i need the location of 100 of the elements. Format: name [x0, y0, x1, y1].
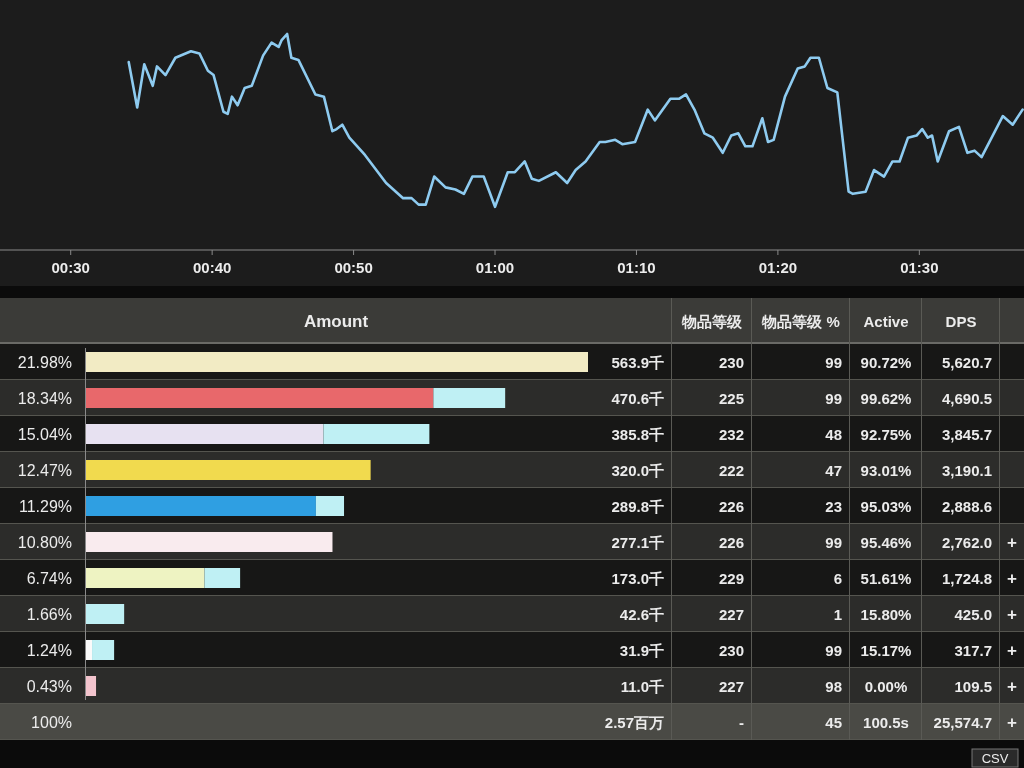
text: + [1007, 641, 1018, 660]
bar [86, 496, 316, 516]
text: 425.0 [954, 606, 992, 623]
x-tick-label: 00:40 [192, 259, 232, 276]
text: 2,762.0 [941, 534, 992, 551]
text: 21.98% [17, 354, 72, 371]
x-tick-label: 00:50 [334, 259, 373, 276]
bar [86, 532, 333, 552]
text: 1.66% [26, 606, 72, 623]
text: 4,690.5 [941, 390, 992, 407]
text: 51.61% [860, 570, 912, 587]
text: 3,845.7 [941, 426, 992, 443]
text: + [1007, 569, 1018, 588]
text: 230 [718, 642, 744, 659]
text: 23 [825, 498, 842, 515]
text: 385.8千 [611, 426, 664, 443]
bar [86, 640, 93, 660]
bar [86, 460, 371, 480]
text: - [739, 714, 744, 731]
bar [86, 604, 125, 624]
text: 230 [718, 354, 744, 371]
x-tick-label: 01:10 [617, 259, 656, 276]
text: 277.1千 [611, 534, 664, 551]
text: 92.75% [860, 426, 912, 443]
text: 6 [833, 570, 842, 587]
text: 99.62% [860, 390, 912, 407]
bar [92, 640, 115, 660]
text: 25,574.7 [933, 714, 992, 731]
text: 47 [825, 462, 842, 479]
text: 226 [718, 498, 744, 515]
text: 45 [825, 714, 842, 731]
text: 95.03% [860, 498, 912, 515]
bar [86, 352, 588, 372]
text: 317.7 [954, 642, 992, 659]
chart-title: Amount [303, 312, 369, 331]
text: 1.24% [26, 642, 72, 659]
category-label: DPS [945, 313, 977, 330]
text: 0.43% [26, 678, 72, 695]
bar [86, 424, 324, 444]
text: 1,724.8 [941, 570, 992, 587]
text: 100.5s [863, 714, 909, 731]
category-label: 物品等级 [681, 313, 743, 330]
text: 6.74% [26, 570, 72, 587]
text: 31.9千 [619, 642, 664, 659]
text: 563.9千 [611, 354, 664, 371]
text: + [1007, 677, 1018, 696]
text: 470.6千 [611, 390, 664, 407]
text: 90.72% [860, 354, 912, 371]
text: 227 [718, 606, 744, 623]
x-tick-label: 01:20 [758, 259, 798, 276]
bar [86, 568, 205, 588]
text: + [1007, 533, 1018, 552]
bar [86, 676, 97, 696]
text: 100% [31, 714, 72, 731]
text: 289.8千 [611, 498, 664, 515]
text: 95.46% [860, 534, 912, 551]
text: 99 [825, 642, 842, 659]
text: 93.01% [860, 462, 912, 479]
text: 5,620.7 [941, 354, 992, 371]
text: 3,190.1 [941, 462, 992, 479]
text: 226 [718, 534, 744, 551]
text: 42.6千 [619, 606, 664, 623]
bar [433, 388, 506, 408]
text: 225 [718, 390, 744, 407]
text: 227 [718, 678, 744, 695]
text: 99 [825, 390, 842, 407]
text: 229 [718, 570, 744, 587]
bar [323, 424, 430, 444]
text: 222 [718, 462, 744, 479]
text: 15.17% [860, 642, 912, 659]
text: 0.00% [864, 678, 908, 695]
text: 99 [825, 534, 842, 551]
text: + [1007, 605, 1018, 624]
text: 18.34% [17, 390, 72, 407]
x-tick-label: 00:30 [51, 259, 90, 276]
text: 11.29% [18, 498, 72, 515]
text: 1 [833, 606, 842, 623]
text: 15.80% [860, 606, 912, 623]
text: 232 [718, 426, 744, 443]
bar [86, 388, 434, 408]
text: 99 [825, 354, 842, 371]
text: 173.0千 [611, 570, 664, 587]
text: 11.0千 [620, 678, 664, 695]
bar [204, 568, 241, 588]
text: 2,888.6 [941, 498, 992, 515]
x-tick-label: 01:30 [900, 259, 939, 276]
text: 2.57百万 [604, 714, 664, 731]
bar [315, 496, 345, 516]
text: 10.80% [17, 534, 72, 551]
text: 109.5 [954, 678, 992, 695]
text: + [1007, 713, 1018, 732]
button: CSV [971, 748, 1019, 768]
text: 98 [825, 678, 842, 695]
text: 320.0千 [611, 462, 664, 479]
category-label: Active [863, 313, 909, 330]
category-label: 物品等级 % [761, 313, 840, 330]
x-tick-label: 01:00 [475, 259, 515, 276]
text: 48 [825, 426, 842, 443]
text: 15.04% [17, 426, 72, 443]
text: 12.47% [17, 462, 72, 479]
